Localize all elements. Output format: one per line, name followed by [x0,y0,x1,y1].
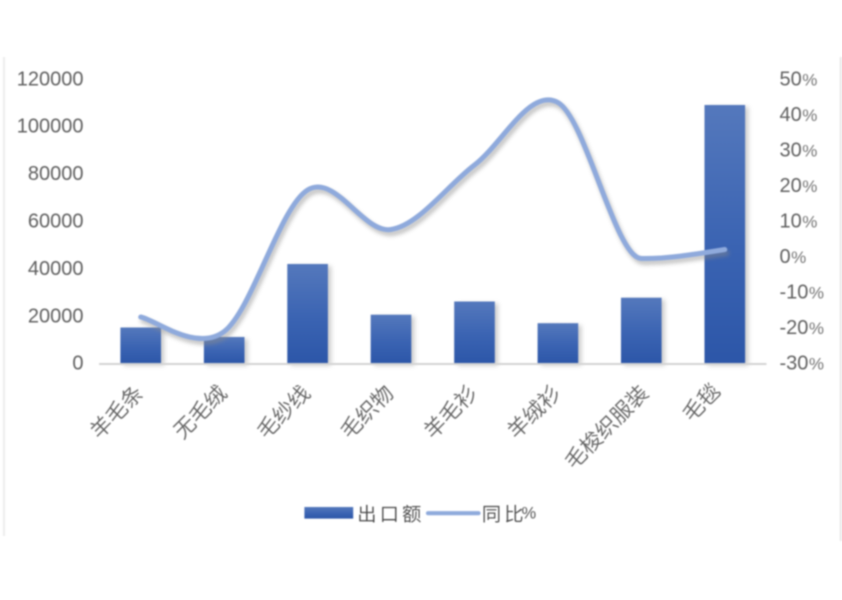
svg-text:-20%: -20% [780,317,825,339]
svg-text:%: % [522,505,537,523]
svg-text:20000: 20000 [28,305,84,327]
svg-text:50%: 50% [780,68,818,90]
svg-text:0: 0 [72,353,83,375]
svg-text:20%: 20% [780,175,818,197]
svg-text:60000: 60000 [28,211,84,233]
svg-text:-30%: -30% [780,353,825,375]
svg-text:120000: 120000 [17,68,84,90]
svg-text:10%: 10% [780,211,818,233]
svg-text:80000: 80000 [28,163,84,185]
svg-text:40000: 40000 [28,258,84,280]
svg-text:100000: 100000 [17,116,84,138]
svg-text:30%: 30% [780,139,818,161]
svg-text:0%: 0% [780,246,807,268]
svg-text:-10%: -10% [780,282,825,304]
svg-text:40%: 40% [780,104,818,126]
